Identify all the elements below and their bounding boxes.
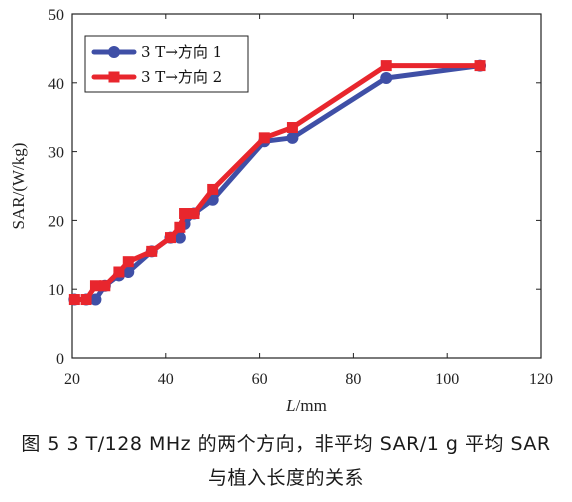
x-tick-label: 120 <box>529 371 553 388</box>
data-point <box>113 266 125 278</box>
data-point <box>174 221 186 233</box>
data-point <box>474 60 486 72</box>
x-axis-label: L/mm <box>285 396 327 415</box>
data-point <box>80 294 92 306</box>
legend-box <box>84 35 249 93</box>
x-axis-label-unit: /mm <box>296 396 327 415</box>
series-1 <box>68 59 487 306</box>
data-point <box>122 256 134 268</box>
x-axis-label-symbol: L <box>285 396 295 415</box>
data-point <box>258 132 270 144</box>
data-point <box>188 208 200 220</box>
axis-ticks: 20 40 60 80 100 120 0 10 20 30 40 50 <box>48 7 553 388</box>
x-tick-label: 60 <box>252 371 268 388</box>
legend-label: 3 T→方向 1 <box>141 43 222 61</box>
x-tick-label: 100 <box>435 371 459 388</box>
y-tick-label: 20 <box>48 213 64 230</box>
data-point <box>122 266 135 278</box>
series-layer <box>68 59 487 306</box>
data-point <box>173 231 186 244</box>
x-tick-label: 80 <box>345 371 361 388</box>
y-tick-label: 40 <box>48 76 64 93</box>
legend-label: 3 T→方向 2 <box>141 68 222 86</box>
y-tick-label: 10 <box>48 282 64 299</box>
series-1-line <box>71 63 483 302</box>
y-tick-label: 0 <box>56 351 64 368</box>
legend-marker <box>108 71 120 83</box>
data-point <box>179 208 191 220</box>
data-point <box>89 280 101 292</box>
data-point <box>89 293 102 306</box>
data-point <box>68 294 80 306</box>
y-tick-label: 30 <box>48 145 64 162</box>
y-tick-label: 50 <box>48 7 64 24</box>
data-point <box>99 280 111 292</box>
data-point <box>146 245 158 257</box>
data-point <box>286 131 299 144</box>
x-tick-label: 40 <box>158 371 174 388</box>
data-point <box>164 232 176 244</box>
plot-area <box>71 13 542 359</box>
figure-caption-line-2: 与植入长度的关系 <box>207 467 364 489</box>
data-point <box>207 183 219 195</box>
data-point <box>380 71 393 84</box>
legend-marker <box>108 46 120 58</box>
legend: 3 T→方向 1 3 T→方向 2 <box>84 35 249 93</box>
series-2 <box>68 60 486 306</box>
data-point <box>286 122 298 134</box>
y-axis-label: SAR/(W/kg) <box>9 143 28 230</box>
data-point <box>380 60 392 72</box>
x-tick-label: 20 <box>64 371 80 388</box>
figure-caption-line-1: 图 5 3 T/128 MHz 的两个方向，非平均 SAR/1 g 平均 SAR <box>21 433 551 455</box>
